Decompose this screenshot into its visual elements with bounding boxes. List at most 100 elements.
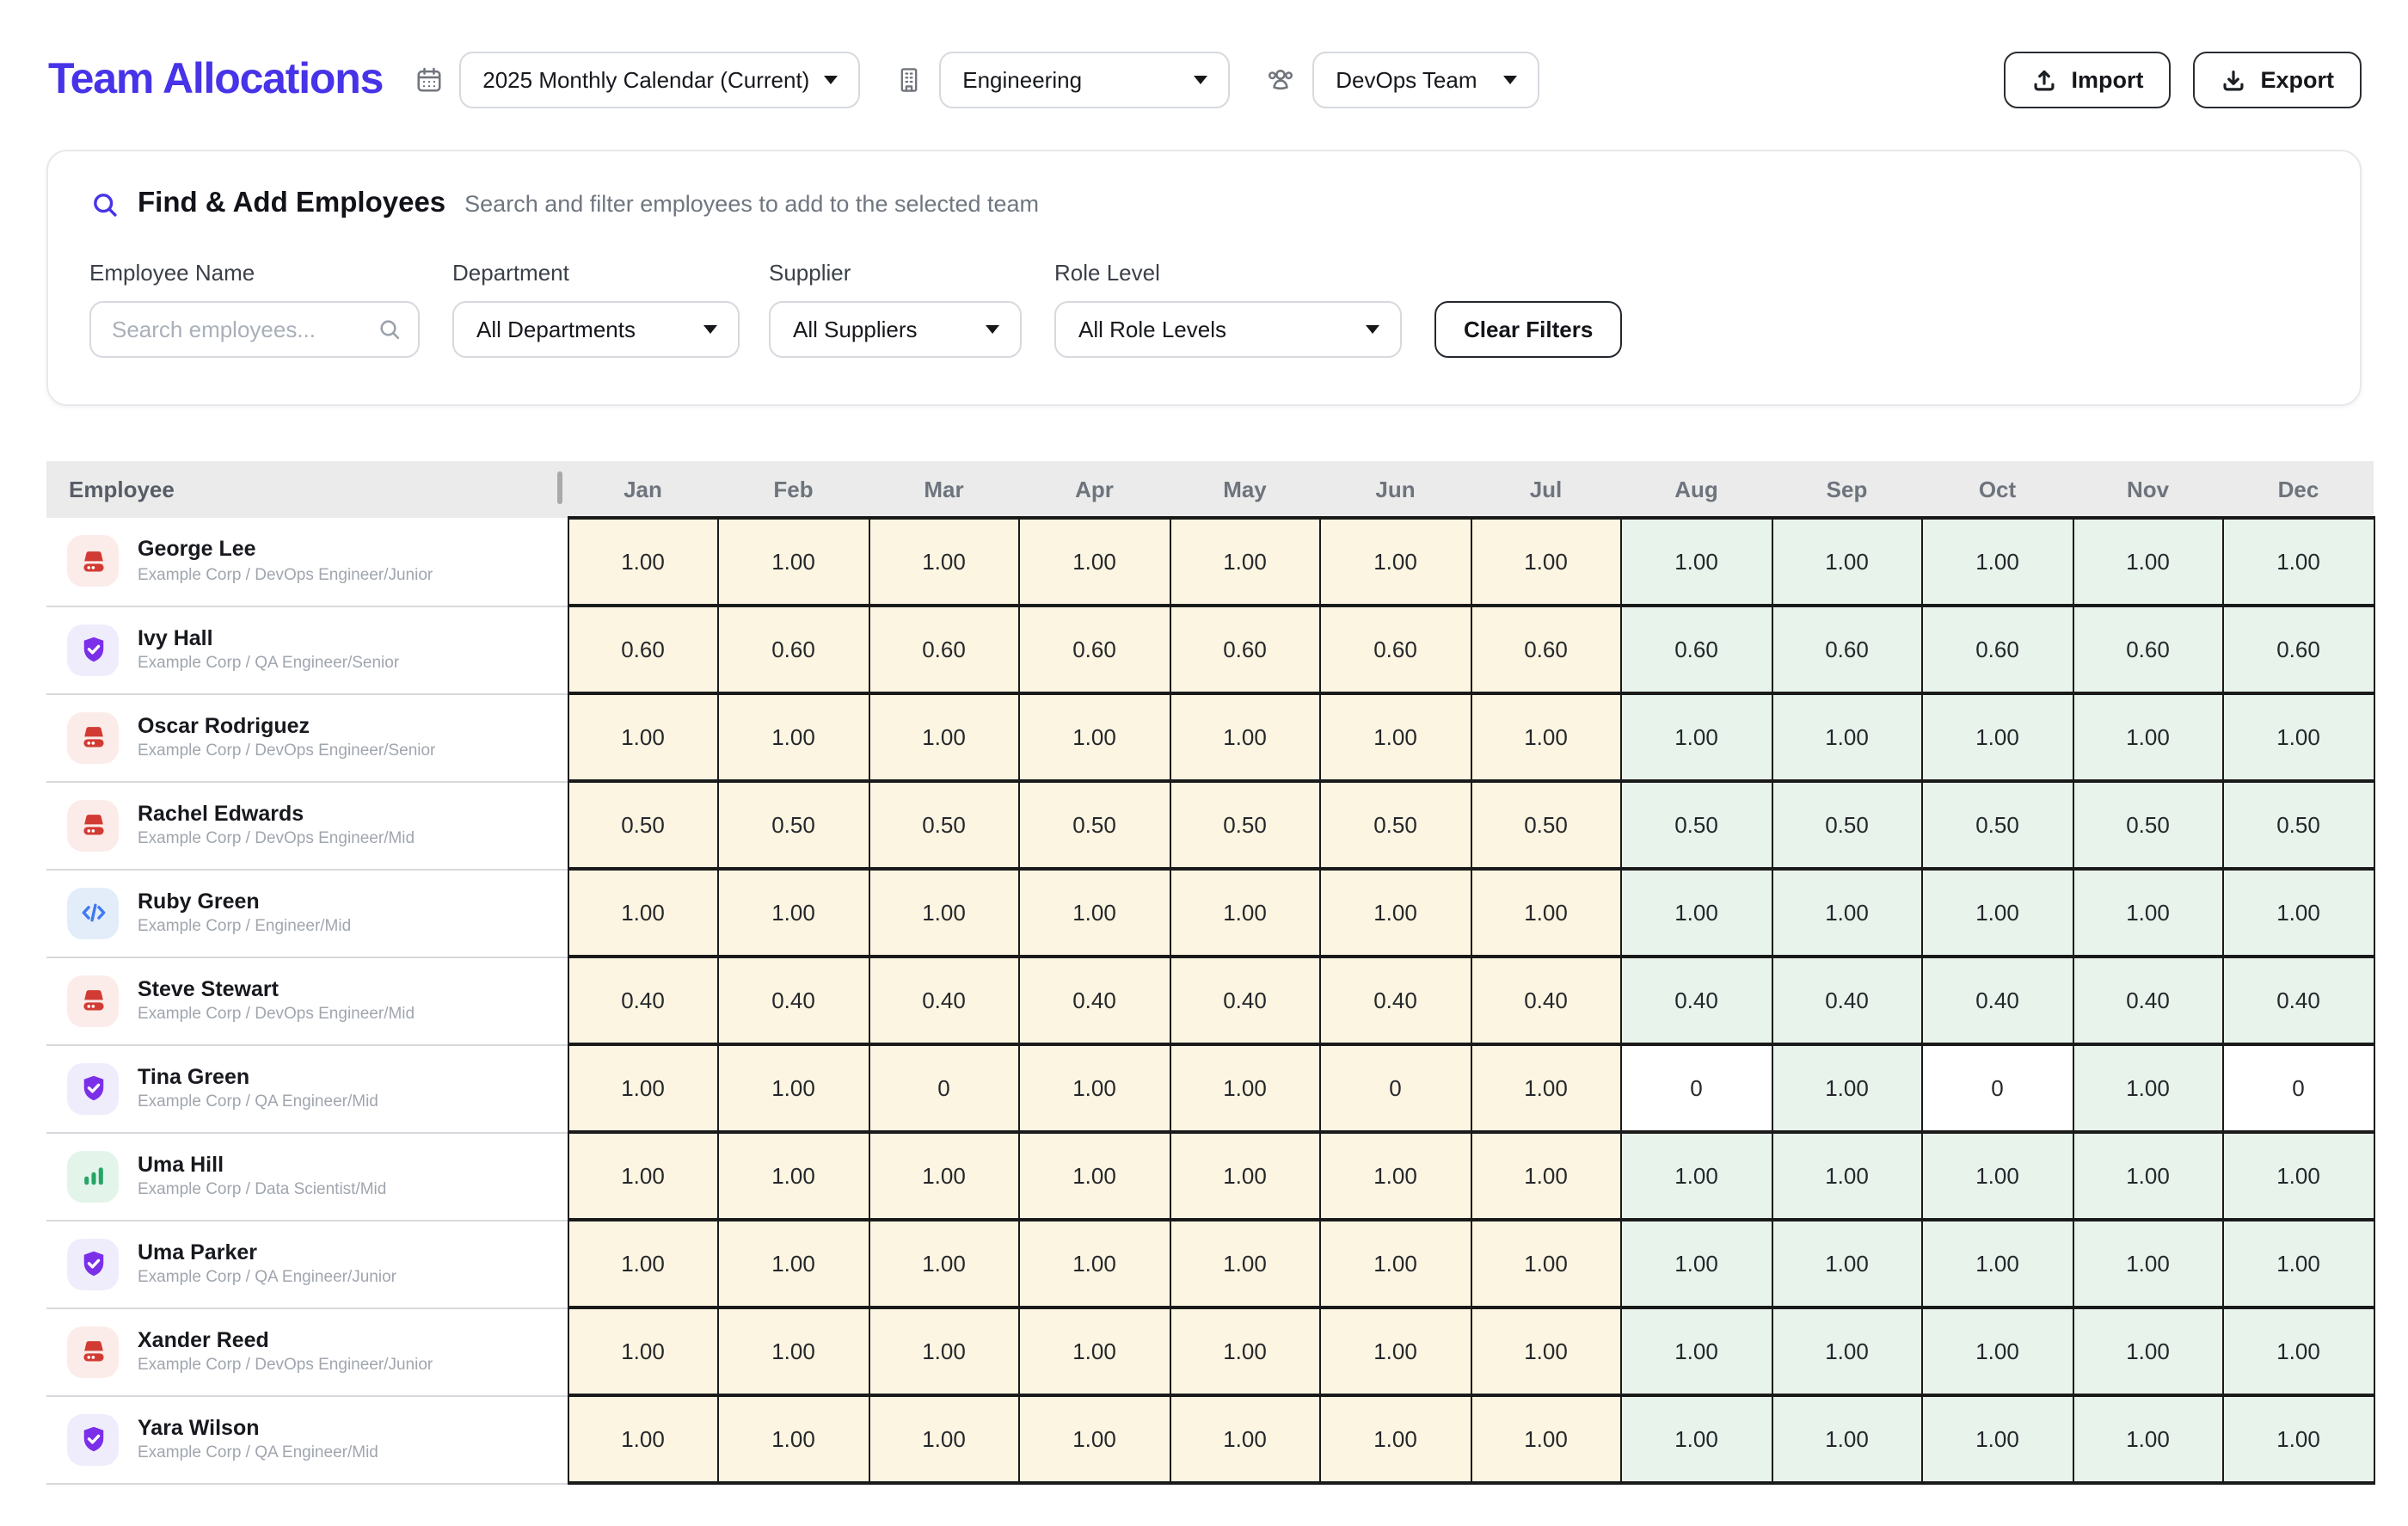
allocation-cell[interactable]: 1.00: [1620, 1130, 1772, 1221]
allocation-cell[interactable]: 1.00: [2222, 692, 2374, 783]
supplier-filter-select[interactable]: All Suppliers: [769, 301, 1022, 358]
allocation-cell[interactable]: 1.00: [1470, 1043, 1622, 1134]
search-input[interactable]: [89, 301, 420, 358]
allocation-cell[interactable]: 1.00: [1771, 1043, 1923, 1134]
calendar-select[interactable]: 2025 Monthly Calendar (Current): [458, 52, 860, 108]
allocation-cell[interactable]: 0.60: [868, 604, 1020, 695]
allocation-cell[interactable]: 0.60: [567, 604, 719, 695]
allocation-cell[interactable]: 0.50: [1620, 779, 1772, 871]
allocation-cell[interactable]: 1.00: [1169, 1130, 1321, 1221]
clear-filters-button[interactable]: Clear Filters: [1434, 301, 1623, 358]
allocation-cell[interactable]: 1.00: [1771, 1130, 1923, 1221]
allocation-cell[interactable]: 1.00: [1921, 692, 2073, 783]
allocation-cell[interactable]: 1.00: [717, 1306, 869, 1397]
allocation-cell[interactable]: 0.50: [1018, 779, 1170, 871]
allocation-cell[interactable]: 0.60: [717, 604, 869, 695]
allocation-cell[interactable]: 1.00: [567, 516, 719, 607]
allocation-cell[interactable]: 1.00: [2072, 1394, 2224, 1485]
allocation-cell[interactable]: 1.00: [567, 867, 719, 958]
allocation-cell[interactable]: 1.00: [1470, 692, 1622, 783]
allocation-cell[interactable]: 1.00: [717, 1130, 869, 1221]
allocation-cell[interactable]: 1.00: [567, 1218, 719, 1309]
allocation-cell[interactable]: 0.60: [1771, 604, 1923, 695]
allocation-cell[interactable]: 1.00: [717, 1218, 869, 1309]
allocation-cell[interactable]: 1.00: [1169, 1218, 1321, 1309]
allocation-cell[interactable]: 1.00: [1921, 1130, 2073, 1221]
allocation-cell[interactable]: 1.00: [1470, 1306, 1622, 1397]
allocation-cell[interactable]: 1.00: [2072, 1130, 2224, 1221]
allocation-cell[interactable]: 1.00: [1620, 1306, 1772, 1397]
allocation-cell[interactable]: 1.00: [1771, 516, 1923, 607]
allocation-cell[interactable]: 1.00: [1169, 1043, 1321, 1134]
allocation-cell[interactable]: 1.00: [2072, 1306, 2224, 1397]
allocation-cell[interactable]: 0: [1319, 1043, 1471, 1134]
allocation-cell[interactable]: 0: [1921, 1043, 2073, 1134]
allocation-cell[interactable]: 1.00: [1169, 1394, 1321, 1485]
allocation-cell[interactable]: 0.60: [1018, 604, 1170, 695]
allocation-cell[interactable]: 1.00: [717, 1394, 869, 1485]
allocation-cell[interactable]: 1.00: [567, 1043, 719, 1134]
allocation-cell[interactable]: 0.40: [2222, 955, 2374, 1046]
allocation-cell[interactable]: 0.50: [2222, 779, 2374, 871]
allocation-cell[interactable]: 1.00: [1620, 1394, 1772, 1485]
allocation-cell[interactable]: 0.50: [1771, 779, 1923, 871]
allocation-cell[interactable]: 1.00: [1771, 1218, 1923, 1309]
allocation-cell[interactable]: 0.50: [2072, 779, 2224, 871]
allocation-cell[interactable]: 0.40: [1771, 955, 1923, 1046]
allocation-cell[interactable]: 0.50: [717, 779, 869, 871]
allocation-cell[interactable]: 1.00: [1470, 1130, 1622, 1221]
allocation-cell[interactable]: 0.40: [567, 955, 719, 1046]
allocation-cell[interactable]: 1.00: [1319, 1394, 1471, 1485]
allocation-cell[interactable]: 0.60: [1620, 604, 1772, 695]
allocation-cell[interactable]: 1.00: [717, 1043, 869, 1134]
allocation-cell[interactable]: 0.50: [868, 779, 1020, 871]
role-level-filter-select[interactable]: All Role Levels: [1054, 301, 1402, 358]
allocation-cell[interactable]: 1.00: [868, 692, 1020, 783]
allocation-cell[interactable]: 1.00: [1018, 1218, 1170, 1309]
allocation-cell[interactable]: 1.00: [1771, 692, 1923, 783]
allocation-cell[interactable]: 1.00: [1018, 1306, 1170, 1397]
allocation-cell[interactable]: 1.00: [1018, 1394, 1170, 1485]
allocation-cell[interactable]: 1.00: [1319, 692, 1471, 783]
allocation-cell[interactable]: 1.00: [1921, 1306, 2073, 1397]
allocation-cell[interactable]: 1.00: [1470, 1394, 1622, 1485]
allocation-cell[interactable]: 1.00: [1319, 1130, 1471, 1221]
allocation-cell[interactable]: 0.40: [1319, 955, 1471, 1046]
allocation-cell[interactable]: 0.60: [1319, 604, 1471, 695]
allocation-cell[interactable]: 1.00: [2222, 1130, 2374, 1221]
allocation-cell[interactable]: 1.00: [1018, 516, 1170, 607]
allocation-cell[interactable]: 1.00: [868, 516, 1020, 607]
allocation-cell[interactable]: 0.40: [1921, 955, 2073, 1046]
allocation-cell[interactable]: 0.40: [1470, 955, 1622, 1046]
allocation-cell[interactable]: 1.00: [567, 1130, 719, 1221]
allocation-cell[interactable]: 0.40: [1620, 955, 1772, 1046]
allocation-cell[interactable]: 0: [868, 1043, 1020, 1134]
allocation-cell[interactable]: 0.40: [868, 955, 1020, 1046]
allocation-cell[interactable]: 0.40: [2072, 955, 2224, 1046]
allocation-cell[interactable]: 1.00: [1169, 867, 1321, 958]
allocation-cell[interactable]: 0.60: [1169, 604, 1321, 695]
allocation-cell[interactable]: 1.00: [1319, 1218, 1471, 1309]
allocation-cell[interactable]: 0.50: [567, 779, 719, 871]
allocation-cell[interactable]: 0.40: [1018, 955, 1170, 1046]
allocation-cell[interactable]: 1.00: [868, 867, 1020, 958]
allocation-cell[interactable]: 1.00: [2222, 516, 2374, 607]
allocation-cell[interactable]: 1.00: [717, 867, 869, 958]
allocation-cell[interactable]: 1.00: [1771, 1394, 1923, 1485]
export-button[interactable]: Export: [2193, 52, 2362, 108]
allocation-cell[interactable]: 1.00: [1620, 867, 1772, 958]
allocation-cell[interactable]: 0.40: [717, 955, 869, 1046]
allocation-cell[interactable]: 1.00: [2072, 1218, 2224, 1309]
allocation-cell[interactable]: 1.00: [1921, 867, 2073, 958]
allocation-cell[interactable]: 1.00: [1169, 516, 1321, 607]
team-select[interactable]: DevOps Team: [1312, 52, 1539, 108]
allocation-cell[interactable]: 1.00: [717, 516, 869, 607]
allocation-cell[interactable]: 1.00: [1018, 1130, 1170, 1221]
allocation-cell[interactable]: 1.00: [1169, 1306, 1321, 1397]
allocation-cell[interactable]: 1.00: [868, 1130, 1020, 1221]
allocation-cell[interactable]: 1.00: [1319, 867, 1471, 958]
allocation-cell[interactable]: 0.50: [1470, 779, 1622, 871]
allocation-cell[interactable]: 1.00: [2222, 1218, 2374, 1309]
allocation-cell[interactable]: 0: [2222, 1043, 2374, 1134]
import-button[interactable]: Import: [2004, 52, 2172, 108]
